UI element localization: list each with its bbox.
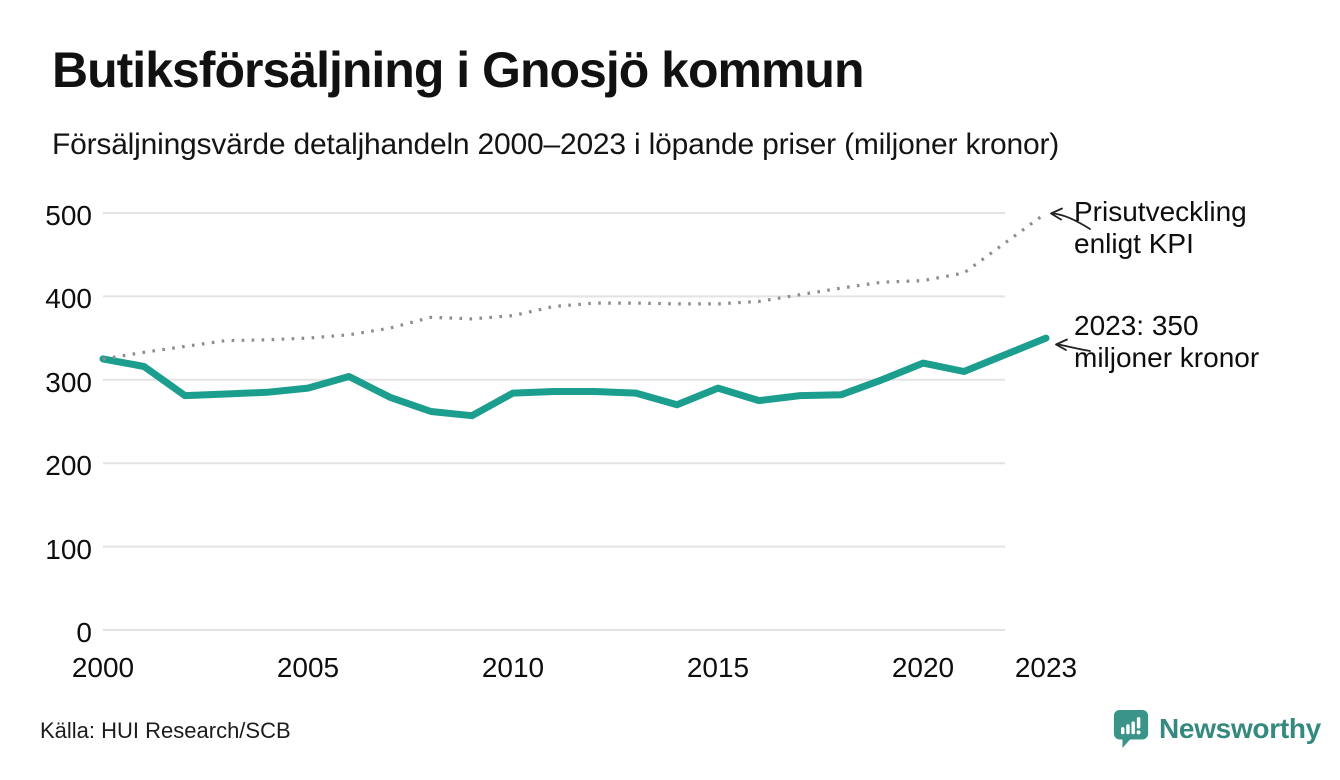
series-line-sales [99,334,1050,420]
y-axis-tick-100: 100 [45,533,92,565]
grid-layer [103,212,1005,631]
x-axis-tick-2010: 2010 [481,652,545,683]
x-axis-tick-2023: 2023 [1014,652,1078,683]
annotation-line: 2023: 350 [1074,310,1199,341]
page-subtitle: Försäljningsvärde detaljhandeln 2000–202… [52,128,1060,161]
annotation-line: enligt KPI [1074,228,1194,260]
x-axis-tick-2000: 2000 [71,652,135,683]
series-line-kpi [102,211,1047,361]
newsworthy-logo[interactable]: Newsworthy [1112,708,1321,750]
annotation-arrow-latest-icon [1055,338,1091,352]
newsworthy-badge-icon [1113,710,1149,748]
y-axis-tick-500: 500 [45,200,92,231]
x-axis-tick-2005: 2005 [276,652,340,683]
page-title: Butiksförsäljning i Gnosjö kommun [52,42,865,98]
annotation-line: miljoner kronor [1074,342,1260,374]
y-axis-tick-200: 200 [45,450,92,482]
annotation-kpi: Prisutveckling enligt KPI [1074,196,1247,260]
source-note: Källa: HUI Research/SCB [40,718,291,743]
y-axis-tick-400: 400 [45,283,92,315]
annotation-latest-value: 2023: 350 miljoner kronor [1074,310,1259,374]
newsworthy-logo-text: Newsworthy [1159,713,1321,744]
y-axis-tick-0: 0 [76,617,92,648]
x-axis-tick-2020: 2020 [891,652,955,683]
x-axis-tick-2015: 2015 [686,652,750,683]
annotation-line: Prisutveckling [1074,196,1247,227]
y-axis-tick-300: 300 [45,366,92,398]
annotation-arrow-kpi-icon [1050,207,1091,230]
series-layer [99,211,1050,420]
